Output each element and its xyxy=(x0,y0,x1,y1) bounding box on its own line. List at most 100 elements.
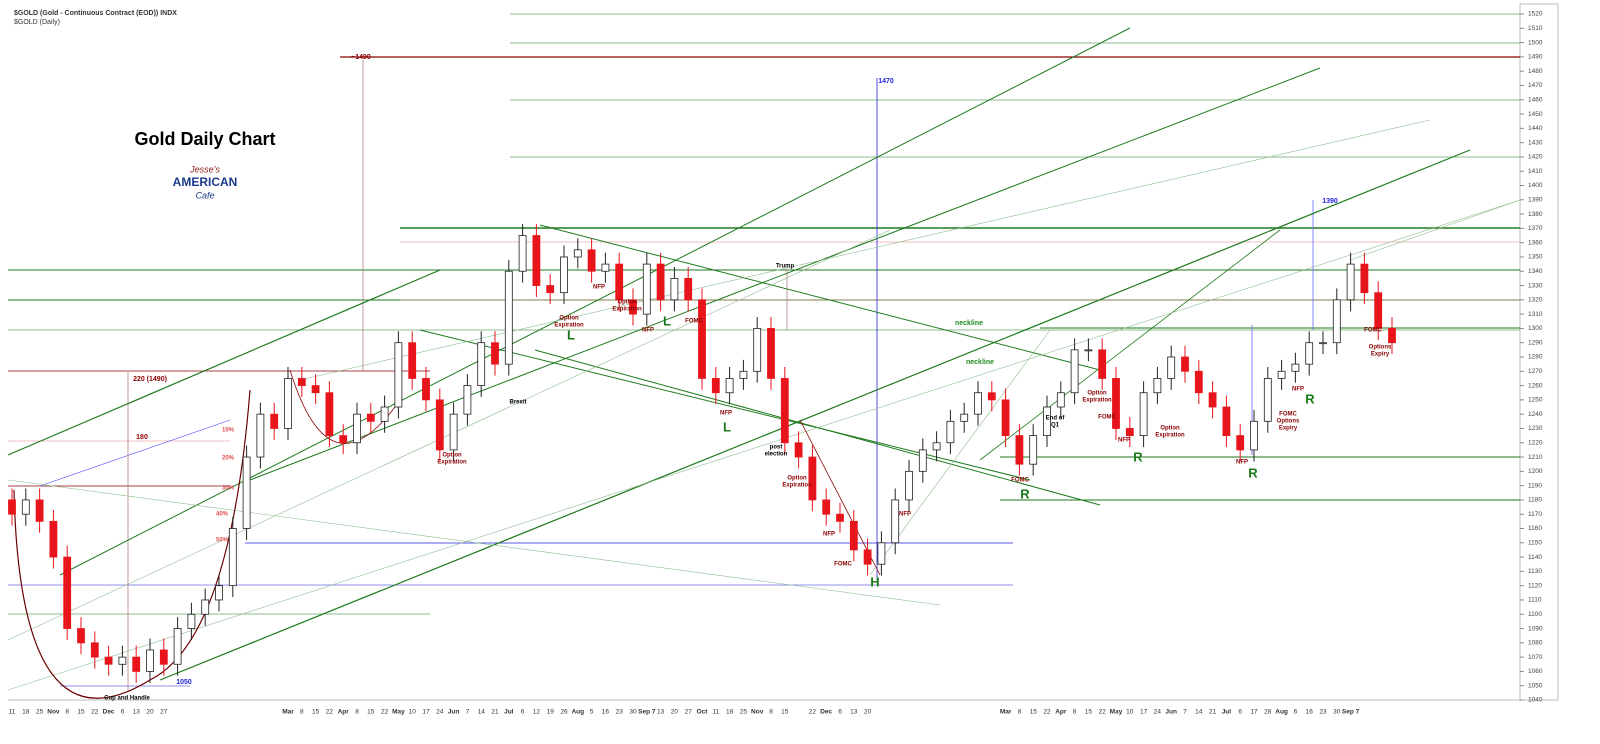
trendline xyxy=(7,479,941,606)
trendline xyxy=(869,329,1051,576)
x-tick-label: 25 xyxy=(740,709,748,716)
annotation: 1050 xyxy=(176,679,192,686)
candle-body xyxy=(35,499,44,522)
candle-body xyxy=(1043,406,1051,437)
annotation: Option xyxy=(617,300,637,306)
candle-body xyxy=(1001,399,1010,437)
annotation: NFP xyxy=(823,532,835,538)
candle-body xyxy=(256,413,265,458)
annotation: NFP xyxy=(1118,438,1130,444)
y-tick-label: 1250 xyxy=(1528,397,1543,404)
x-tick-label: 15 xyxy=(1085,709,1093,716)
x-tick-label: 20 xyxy=(146,709,154,716)
candle-body xyxy=(1194,370,1203,394)
candle-body xyxy=(684,277,693,301)
annotation: FOMC xyxy=(1279,412,1297,418)
x-tick-label: Nov xyxy=(751,709,764,716)
candle-body xyxy=(132,656,141,672)
x-tick-label: 17 xyxy=(1250,709,1258,716)
y-tick-label: 1260 xyxy=(1528,382,1543,389)
candle-body xyxy=(146,649,154,672)
y-tick-label: 1480 xyxy=(1528,68,1543,75)
x-tick-label: 22 xyxy=(1099,709,1107,716)
candle-body xyxy=(1236,435,1245,451)
candle-body xyxy=(1360,263,1369,294)
candle-body xyxy=(670,277,679,301)
candle-body xyxy=(1098,349,1107,379)
x-tick-label: 18 xyxy=(22,709,30,716)
candle-body xyxy=(1167,356,1176,379)
chart-title: Gold Daily Chart xyxy=(134,129,275,149)
x-tick-label: Jun xyxy=(1165,709,1177,716)
trendline xyxy=(159,149,1471,681)
annotation: NFP xyxy=(899,512,911,518)
x-tick-label: 27 xyxy=(685,709,693,716)
x-tick-label: 16 xyxy=(602,709,610,716)
candle-body xyxy=(629,299,637,315)
candle-body xyxy=(104,656,113,665)
candle-body xyxy=(118,656,127,665)
trendline xyxy=(419,329,1031,481)
candle-body xyxy=(1029,435,1038,465)
logo-text: Jesse's xyxy=(189,164,220,174)
candle-body xyxy=(546,285,555,294)
annotation: election xyxy=(765,452,788,458)
y-tick-label: 1200 xyxy=(1528,468,1543,475)
y-tick-label: 1280 xyxy=(1528,354,1543,361)
candle-body xyxy=(822,499,831,515)
x-tick-label: 14 xyxy=(1195,709,1203,716)
annotation: H xyxy=(870,574,879,589)
x-tick-label: 14 xyxy=(478,709,486,716)
y-tick-label: 1410 xyxy=(1528,168,1543,175)
x-tick-label: 15 xyxy=(781,709,789,716)
x-tick-label: 22 xyxy=(326,709,334,716)
x-tick-label: 20 xyxy=(671,709,679,716)
candle-body xyxy=(270,413,279,429)
y-tick-label: 1510 xyxy=(1528,25,1543,32)
candle-body xyxy=(642,263,651,315)
x-tick-label: 22 xyxy=(809,709,817,716)
x-tick-label: 22 xyxy=(381,709,389,716)
x-tick-label: 25 xyxy=(36,709,44,716)
y-tick-label: 1440 xyxy=(1528,125,1543,132)
x-tick-label: 16 xyxy=(1306,709,1314,716)
x-tick-label: 10 xyxy=(409,709,417,716)
x-tick-label: 8 xyxy=(1018,709,1022,716)
candle-body xyxy=(1139,392,1148,437)
x-tick-label: 8 xyxy=(65,709,69,716)
y-tick-label: 1220 xyxy=(1528,439,1543,446)
x-tick-label: 15 xyxy=(77,709,85,716)
candle-body xyxy=(808,456,817,501)
candle-body xyxy=(601,263,610,272)
candle-body xyxy=(1388,328,1396,344)
x-tick-label: 11 xyxy=(9,709,16,716)
candle-body xyxy=(615,263,624,301)
annotation: Brexit xyxy=(509,400,526,406)
x-tick-label: 10 xyxy=(1126,709,1134,716)
candle-body xyxy=(1374,292,1383,329)
y-tick-label: 1270 xyxy=(1528,368,1543,375)
x-tick-label: 6 xyxy=(1238,709,1242,716)
candle-body xyxy=(1319,342,1327,345)
annotation: FOMC xyxy=(1364,328,1382,334)
x-tick-label: 7 xyxy=(1183,709,1187,716)
candle-body xyxy=(877,542,886,565)
annotation: R xyxy=(1305,391,1315,406)
candle-body xyxy=(187,613,196,629)
candle-body xyxy=(366,413,375,422)
annotation: End of xyxy=(1046,416,1066,422)
trendline xyxy=(39,419,231,487)
candle-body xyxy=(960,413,969,422)
x-tick-label: 24 xyxy=(436,709,444,716)
annotation: Expiration xyxy=(554,323,584,329)
x-tick-label: 6 xyxy=(1294,709,1298,716)
candle-body xyxy=(504,270,513,365)
x-tick-label: 15 xyxy=(367,709,375,716)
candle-body xyxy=(1346,263,1355,301)
y-tick-label: 1210 xyxy=(1528,454,1543,461)
x-tick-label: 21 xyxy=(491,709,499,716)
candle-body xyxy=(1305,342,1314,365)
candle-body xyxy=(63,556,72,629)
y-tick-label: 1130 xyxy=(1528,568,1542,575)
candle-body xyxy=(974,392,982,415)
